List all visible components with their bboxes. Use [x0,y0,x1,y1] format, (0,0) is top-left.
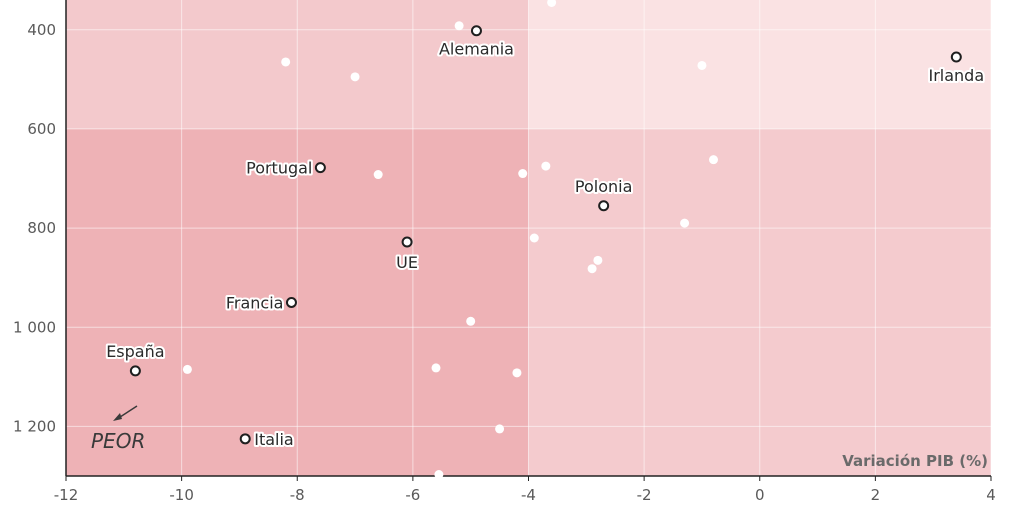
scatter-point [518,169,528,179]
scatter-point [547,0,557,7]
y-tick-label: 1 000 [13,318,56,336]
point-label: UE [396,253,418,272]
point-label: Italia [254,430,294,449]
scatter-point [495,424,505,434]
scatter-point-labeled [950,51,962,63]
point-label: Irlanda [928,66,984,85]
y-tick-label: 800 [27,219,56,237]
scatter-point [680,218,690,228]
x-tick-label: -8 [290,486,305,504]
x-tick-label: -10 [169,486,194,504]
scatter-point [182,364,192,374]
annotation-peor: PEOR [91,429,145,453]
scatter-point [431,363,441,373]
scatter-point [454,21,464,31]
scatter-point [373,170,383,180]
x-tick-label: 0 [755,486,765,504]
scatter-point [434,470,444,480]
point-label: Alemania [439,40,514,59]
scatter-point-labeled [285,296,297,308]
annotation-arrow-head [113,413,122,421]
scatter-point [593,255,603,265]
x-tick-label: -6 [405,486,420,504]
scatter-point [541,161,551,171]
y-tick-label: 400 [27,21,56,39]
scatter-point [466,316,476,326]
scatter-point-labeled [239,433,251,445]
x-axis-title: Variación PIB (%) [842,452,988,470]
point-label: Polonia [575,177,633,196]
x-tick-label: 2 [871,486,881,504]
point-label: España [106,342,164,361]
y-tick-label: 1 200 [13,417,56,435]
x-tick-label: -2 [637,486,652,504]
point-label: Portugal [246,159,312,178]
scatter-point-labeled [401,236,413,248]
scatter-point-labeled [470,25,482,37]
scatter-point [529,233,539,243]
point-label: Francia [226,293,284,312]
scatter-point [512,368,522,378]
x-tick-label: -4 [521,486,536,504]
scatter-point [709,155,718,165]
scatter-point [281,57,291,67]
scatter-point [350,72,360,82]
scatter-point [587,264,597,274]
scatter-point-labeled [314,162,326,174]
scatter-point [697,60,707,70]
scatter-point-labeled [129,365,141,377]
y-tick-label: 600 [27,120,56,138]
scatter-point-labeled [598,200,610,212]
x-tick-label: -12 [54,486,79,504]
x-tick-label: 4 [986,486,996,504]
